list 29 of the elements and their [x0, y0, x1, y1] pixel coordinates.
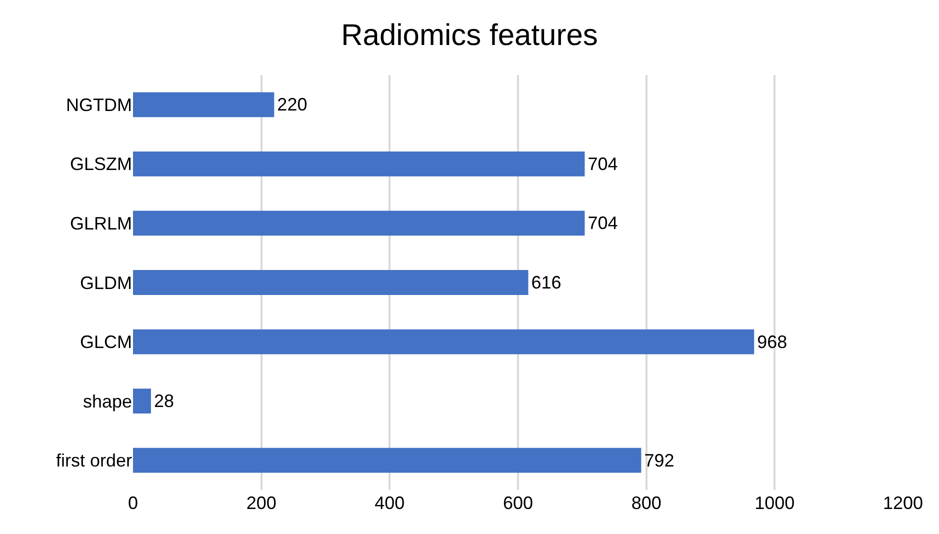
bar — [133, 92, 274, 118]
y-tick-label: GLSZM — [70, 154, 132, 174]
y-tick-label: GLCM — [80, 332, 132, 352]
data-label: 704 — [588, 154, 618, 174]
x-tick-label: 0 — [128, 493, 138, 513]
x-tick-label: 800 — [631, 493, 662, 513]
bar — [133, 329, 754, 354]
y-tick-label: first order — [56, 450, 132, 471]
bar — [133, 388, 151, 414]
data-label: 704 — [588, 213, 618, 234]
bar — [133, 448, 642, 473]
y-tick-label: shape — [82, 391, 132, 412]
data-label: 28 — [154, 391, 174, 412]
bar — [133, 270, 528, 295]
x-tick-label: 1000 — [754, 493, 795, 513]
data-label: 616 — [531, 272, 562, 292]
x-tick-label: 400 — [374, 493, 405, 513]
bar — [133, 210, 585, 236]
y-tick-label: GLRLM — [70, 214, 132, 234]
y-tick-label: NGTDM — [66, 94, 132, 115]
y-tick-label: GLDM — [80, 272, 132, 293]
data-label: 220 — [277, 94, 308, 115]
data-label: 792 — [644, 450, 674, 470]
bar — [133, 151, 585, 176]
chart-title: Radiomics features — [341, 19, 598, 52]
x-tick-label: 1200 — [882, 493, 924, 513]
data-label: 968 — [757, 332, 788, 352]
x-tick-label: 600 — [502, 493, 534, 513]
x-tick-label: 200 — [246, 493, 276, 513]
